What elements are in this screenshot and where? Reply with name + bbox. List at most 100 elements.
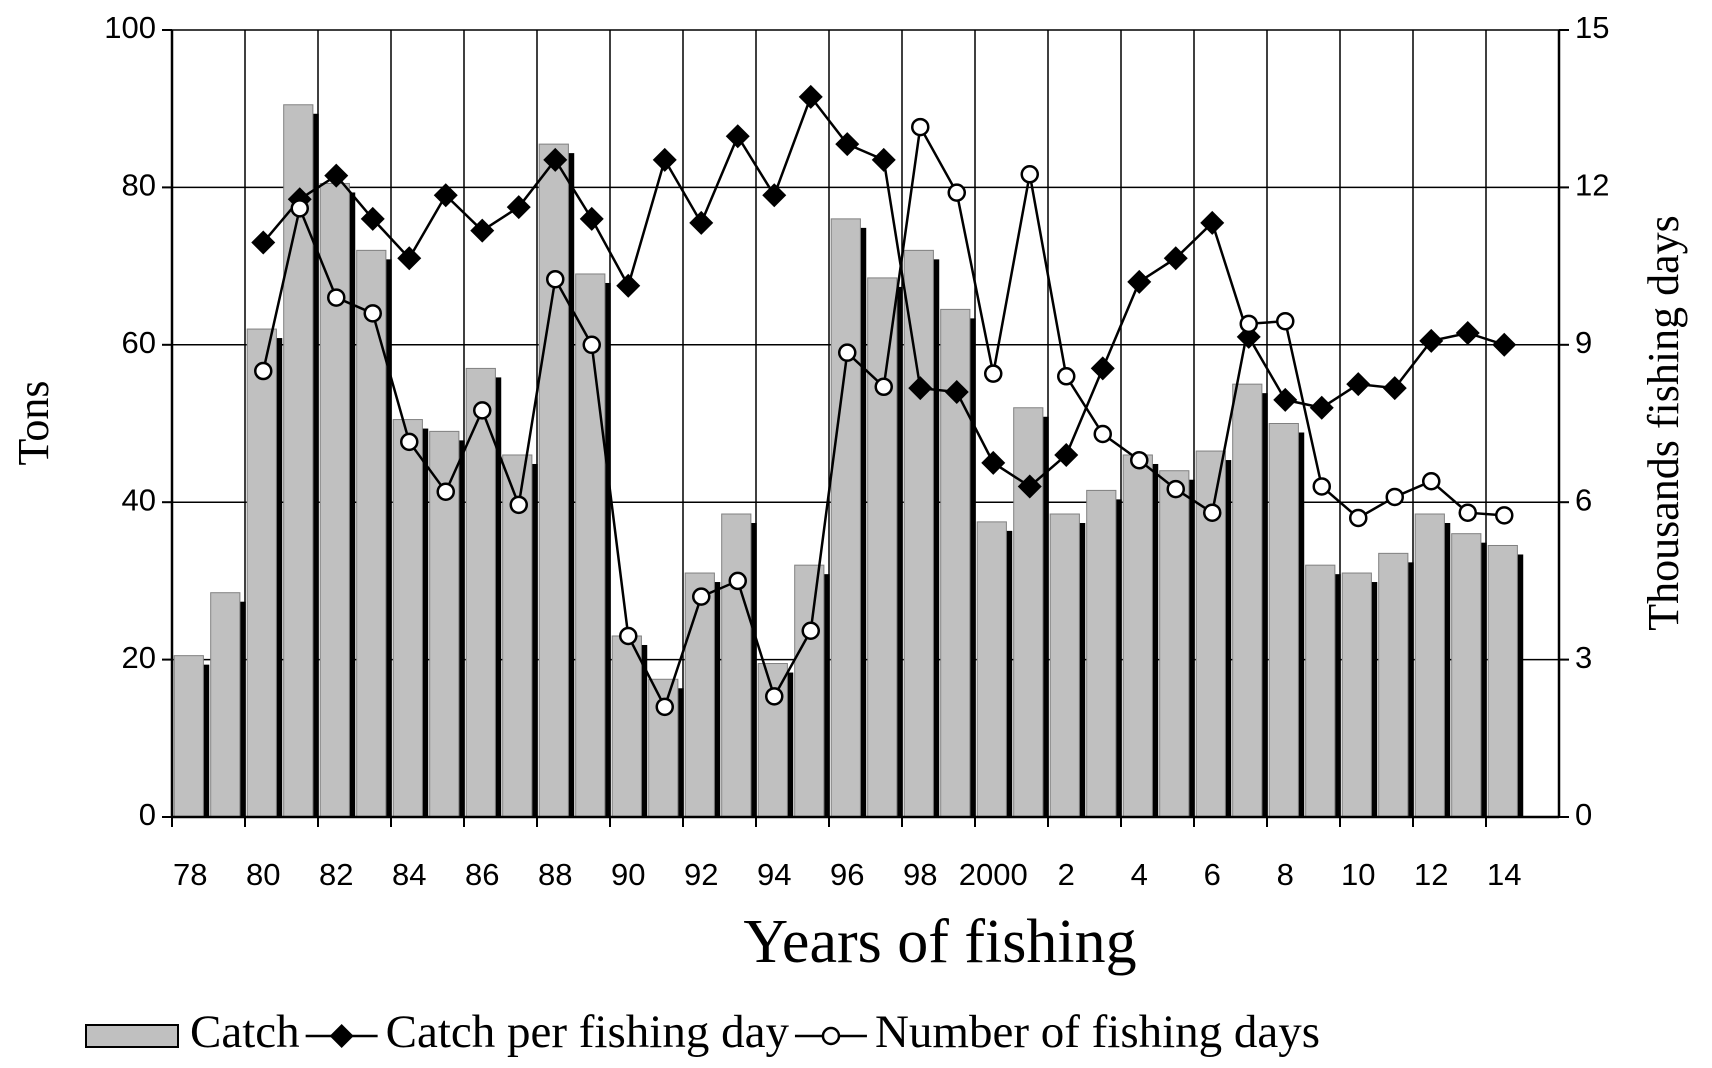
x-tick-label: 88 — [538, 857, 572, 892]
x-tick-label: 92 — [684, 857, 718, 892]
marker-circle — [619, 626, 638, 646]
marker-circle — [1276, 311, 1295, 331]
marker-circle — [363, 304, 382, 323]
bar — [976, 521, 1007, 818]
marker-circle — [874, 377, 893, 397]
x-tick-label: 80 — [246, 857, 280, 892]
bar — [1159, 470, 1190, 818]
y-tick-label: 40 — [122, 482, 156, 517]
marker-circle — [1093, 424, 1112, 444]
marker-diamond — [1273, 387, 1298, 412]
bar-shadow — [309, 113, 319, 817]
y2-tick-label: 9 — [1575, 325, 1592, 360]
bar-shadow — [601, 282, 611, 818]
y2-tick-label: 6 — [1575, 482, 1592, 517]
marker-diamond — [1163, 246, 1188, 271]
bar — [903, 249, 934, 818]
bar — [283, 104, 314, 818]
marker-diamond — [1054, 442, 1079, 467]
bar-shadow — [455, 440, 465, 817]
bar — [173, 655, 204, 818]
marker-circle — [400, 432, 419, 452]
y2-axis-title: Thousands fishing days — [1639, 215, 1688, 631]
marker-circle — [546, 269, 565, 289]
bar — [392, 419, 423, 818]
marker-circle — [1385, 487, 1404, 507]
legend-item: Catch per fishing day — [305, 1006, 790, 1058]
marker-diamond — [616, 273, 641, 298]
bar-shadow — [930, 259, 940, 817]
marker-circle — [436, 482, 455, 501]
legend-item: Catch — [85, 1006, 300, 1058]
bar-shadow — [1295, 432, 1305, 817]
bar — [1487, 544, 1518, 818]
y-tick-label: 80 — [122, 168, 156, 203]
x-tick-label: 2 — [1058, 857, 1075, 892]
bar-shadow — [784, 672, 794, 817]
bar-shadow — [1331, 574, 1341, 817]
marker-diamond — [1127, 269, 1152, 294]
marker-diamond — [1236, 324, 1261, 349]
marker-circle — [838, 343, 857, 362]
marker-circle — [984, 364, 1003, 383]
bar-shadow — [674, 688, 684, 817]
marker-diamond — [1382, 376, 1407, 401]
bar — [538, 143, 569, 818]
marker-circle — [728, 571, 747, 591]
legend-swatch — [85, 1024, 179, 1048]
bar-shadow — [638, 644, 648, 817]
y2-tick-label: 3 — [1575, 640, 1592, 675]
marker-diamond — [1455, 320, 1480, 345]
x-axis-title: Years of fishing — [743, 908, 1136, 976]
y2-tick-label: 0 — [1575, 797, 1592, 832]
marker-diamond — [689, 210, 714, 235]
bar-shadow — [966, 318, 976, 817]
bar — [1305, 564, 1336, 818]
marker-diamond — [579, 206, 604, 231]
marker-diamond — [835, 132, 860, 157]
bar-shadow — [200, 664, 210, 817]
bar — [1049, 513, 1080, 818]
bar — [356, 249, 387, 818]
marker-diamond — [1309, 395, 1334, 420]
bar — [611, 635, 642, 818]
bar — [1341, 572, 1372, 818]
y-tick-label: 0 — [139, 797, 156, 832]
y-axis-title: Tons — [9, 381, 58, 466]
bar-shadow — [857, 227, 867, 817]
marker-diamond — [1419, 328, 1444, 353]
marker-circle — [1166, 479, 1185, 499]
bar-shadow — [382, 259, 392, 817]
marker-circle — [1020, 165, 1039, 184]
x-tick-label: 8 — [1277, 857, 1294, 892]
x-tick-label: 90 — [611, 857, 645, 892]
y-tick-label: 60 — [122, 325, 156, 360]
marker-diamond — [1346, 372, 1371, 397]
marker-circle — [801, 621, 820, 640]
marker-diamond — [251, 230, 276, 255]
marker-circle — [821, 1026, 841, 1046]
marker-diamond — [1017, 474, 1042, 499]
marker-diamond — [1090, 356, 1115, 381]
bar — [1451, 533, 1482, 818]
bar — [757, 663, 788, 818]
marker-diamond — [324, 163, 349, 188]
bar-shadow — [1003, 530, 1013, 817]
marker-diamond — [543, 147, 568, 172]
bar — [1414, 513, 1445, 818]
marker-diamond — [360, 206, 385, 231]
marker-circle — [473, 401, 492, 420]
legend-label: Catch per fishing day — [386, 1006, 790, 1058]
bar — [794, 564, 825, 818]
bar-shadow — [1222, 460, 1232, 817]
marker-circle — [254, 361, 273, 381]
bar-shadow — [1039, 416, 1049, 817]
bar-shadow — [1076, 523, 1086, 817]
marker-diamond — [1200, 210, 1225, 235]
bar-shadow — [820, 574, 830, 817]
bar-shadow — [711, 582, 721, 817]
x-tick-label: 82 — [319, 857, 353, 892]
bar-shadow — [492, 377, 502, 817]
